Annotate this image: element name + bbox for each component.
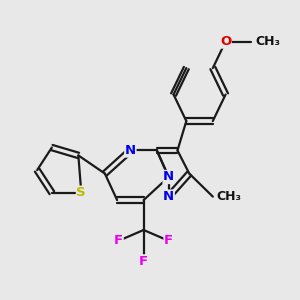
Text: O: O (220, 35, 231, 48)
Text: CH₃: CH₃ (255, 35, 280, 48)
Text: CH₃: CH₃ (217, 190, 242, 203)
Text: N: N (163, 190, 174, 203)
Text: F: F (114, 234, 123, 247)
Text: S: S (76, 186, 86, 199)
Text: F: F (139, 255, 148, 268)
Text: N: N (125, 144, 136, 157)
Text: F: F (164, 234, 173, 247)
Text: N: N (163, 170, 174, 184)
